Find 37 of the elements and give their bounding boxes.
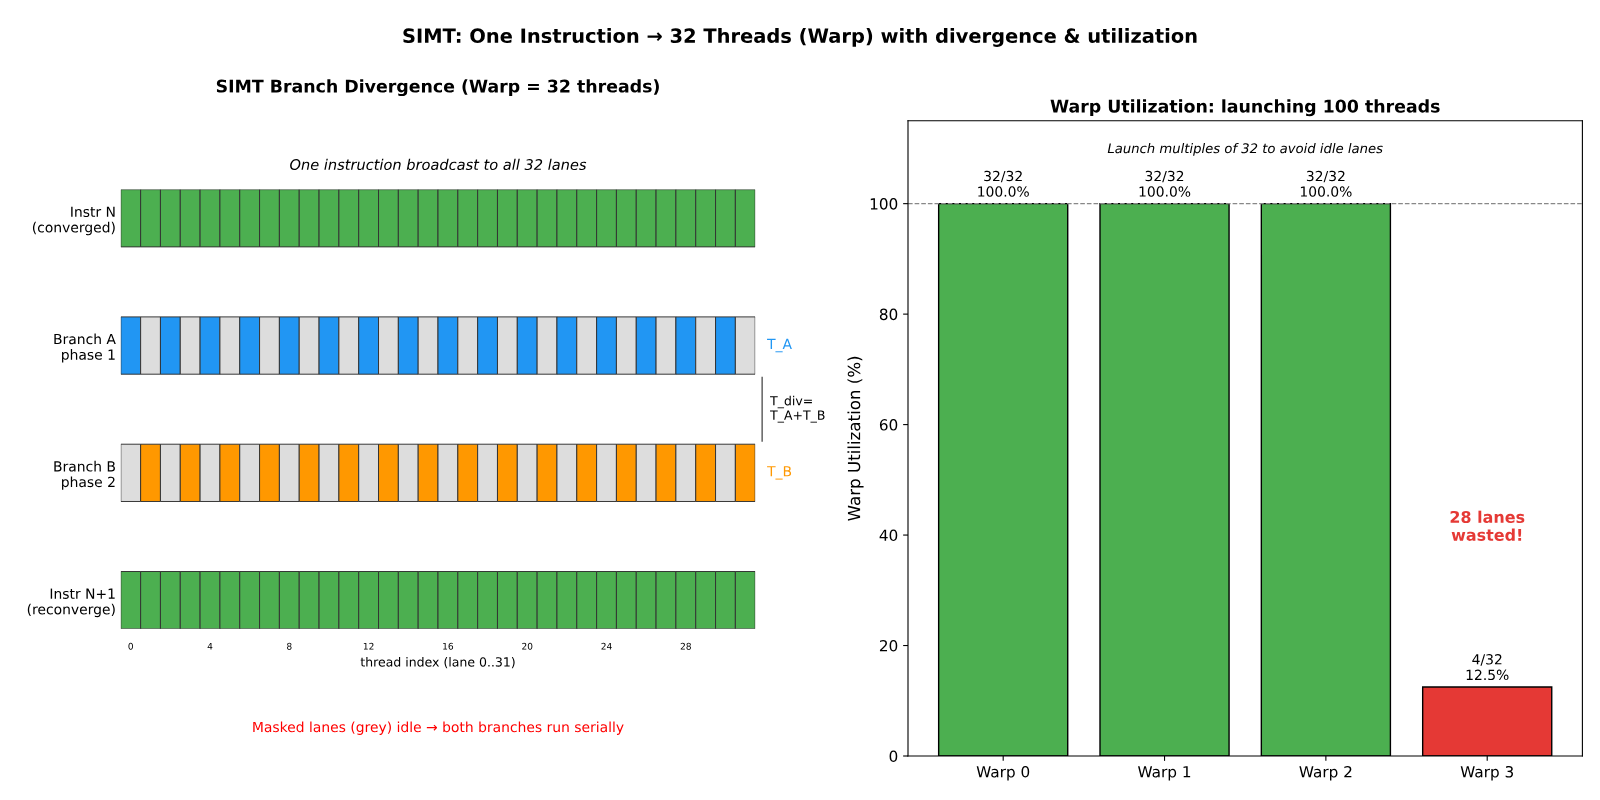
- x-tick-label: 0: [128, 642, 133, 650]
- x-tick-label: 20: [522, 642, 533, 650]
- data-label: 4/32 12.5%: [1466, 654, 1509, 681]
- y-tick-label: Instr N (converged): [32, 206, 115, 236]
- y-tick-label: Branch B phase 2: [54, 460, 115, 490]
- text: SIMT: One Instruction → 32 Threads (Warp) with divergence & utilization: [403, 28, 1197, 47]
- y-tick-label: 80: [879, 308, 898, 321]
- x-tick-label: Warp 3: [1460, 765, 1514, 781]
- text: T_B: [767, 466, 792, 480]
- data-label: 32/32 100.0%: [1139, 170, 1191, 197]
- y-tick-label: Instr N+1 (reconverge): [27, 588, 115, 618]
- x-tick-label: Warp 0: [976, 765, 1030, 781]
- y-tick-label: 0: [889, 750, 898, 763]
- annotation: Launch multiples of 32 to avoid idle lanes: [1107, 143, 1383, 156]
- x-axis-title: thread index (lane 0..31): [360, 656, 515, 669]
- y-tick-label: 40: [879, 529, 898, 542]
- x-tick-label: 4: [207, 642, 213, 650]
- x-tick-label: Warp 1: [1138, 766, 1191, 781]
- x-tick-label: 12: [363, 642, 374, 650]
- data-label: 32/32 100.0%: [978, 170, 1029, 197]
- text: T_A: [767, 338, 792, 353]
- chart-subtitle: One instruction broadcast to all 32 lanes: [290, 158, 587, 171]
- text: T_div= T_A+T_B: [770, 395, 825, 423]
- y-tick-label: 100: [870, 198, 898, 210]
- x-tick-label: Warp 2: [1299, 765, 1352, 781]
- x-tick-label: 16: [443, 642, 454, 650]
- annotation: 28 lanes wasted!: [1450, 510, 1525, 541]
- chart-title: SIMT Branch Divergence (Warp = 32 threads): [216, 79, 659, 97]
- x-tick-label: 24: [601, 642, 612, 650]
- chart-title: Warp Utilization: launching 100 threads: [1050, 99, 1440, 117]
- text: Masked lanes (grey) idle → both branches run serially: [253, 721, 624, 735]
- y-tick-label: Branch A phase 1: [54, 333, 116, 363]
- data-label: 32/32 100.0%: [1300, 170, 1352, 197]
- x-tick-label: 28: [680, 642, 691, 650]
- y-axis-title: Warp Utilization (%): [847, 356, 864, 521]
- y-tick-label: 60: [879, 419, 898, 431]
- x-tick-label: 8: [287, 642, 292, 650]
